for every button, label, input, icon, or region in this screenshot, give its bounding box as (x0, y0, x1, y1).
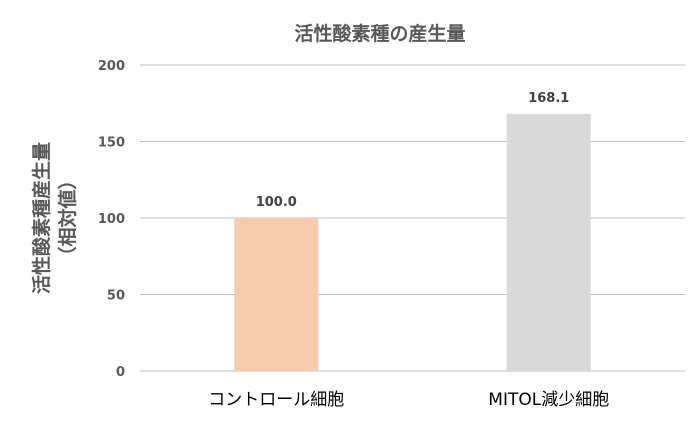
y-axis-ticks: 0 50 100 150 200 (98, 59, 125, 380)
chart-title: 活性酸素種の産生量 (294, 22, 465, 45)
bar-0 (234, 218, 319, 371)
y-axis-title: 活性酸素種産生量 （相対値） (30, 142, 79, 294)
bars (234, 113, 591, 371)
y-tick-label-3: 150 (98, 136, 125, 151)
data-label-1: 168.1 (528, 91, 569, 106)
y-tick-label-1: 50 (107, 289, 125, 304)
y-axis-title-line2: （相対値） (56, 170, 79, 265)
bar-1 (506, 113, 591, 371)
y-tick-label-4: 200 (98, 59, 125, 74)
x-tick-label-1: MITOL減少細胞 (488, 390, 609, 410)
y-tick-label-2: 100 (98, 212, 125, 227)
data-label-0: 100.0 (256, 195, 297, 210)
y-tick-label-0: 0 (116, 365, 125, 380)
y-axis-title-line1: 活性酸素種産生量 (30, 142, 53, 294)
x-axis-ticks: コントロール細胞 MITOL減少細胞 (208, 390, 609, 410)
data-labels: 100.0 168.1 (256, 91, 570, 210)
gridlines (140, 64, 685, 372)
x-tick-label-0: コントロール細胞 (208, 390, 344, 410)
